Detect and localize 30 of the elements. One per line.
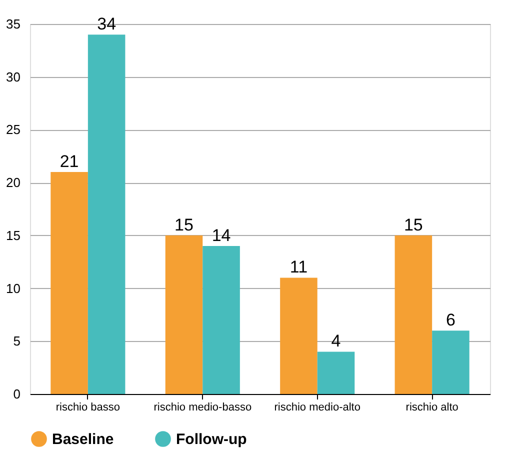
y-tick-label: 15 <box>6 228 20 243</box>
bar <box>88 34 126 394</box>
data-label: 14 <box>212 226 231 245</box>
bar <box>50 172 88 394</box>
bar <box>165 235 203 394</box>
x-tick-label: rischio basso <box>56 402 120 414</box>
legend-label: Follow-up <box>176 431 247 448</box>
y-tick-label: 25 <box>6 122 20 138</box>
data-label: 21 <box>60 152 79 171</box>
legend-label: Baseline <box>52 431 114 448</box>
x-tick-label: rischio alto <box>406 402 458 414</box>
data-label: 34 <box>97 14 116 34</box>
data-label: 11 <box>290 258 308 277</box>
y-tick-label: 0 <box>13 386 20 402</box>
bar <box>202 246 240 394</box>
y-tick-label: 20 <box>6 175 20 190</box>
bar <box>394 235 432 394</box>
data-label: 6 <box>446 310 456 330</box>
data-label: 4 <box>331 332 341 351</box>
x-tick-label: rischio medio-basso <box>154 402 252 414</box>
y-tick-label: 5 <box>13 334 20 349</box>
bar <box>317 352 355 394</box>
y-tick-label: 30 <box>6 69 20 84</box>
x-tick-label: rischio medio-alto <box>274 402 360 414</box>
bar <box>432 330 470 394</box>
y-tick-label: 35 <box>6 16 20 32</box>
y-tick-label: 10 <box>6 280 20 296</box>
bar <box>280 278 318 394</box>
data-label: 15 <box>174 215 194 234</box>
data-label: 15 <box>404 215 423 234</box>
